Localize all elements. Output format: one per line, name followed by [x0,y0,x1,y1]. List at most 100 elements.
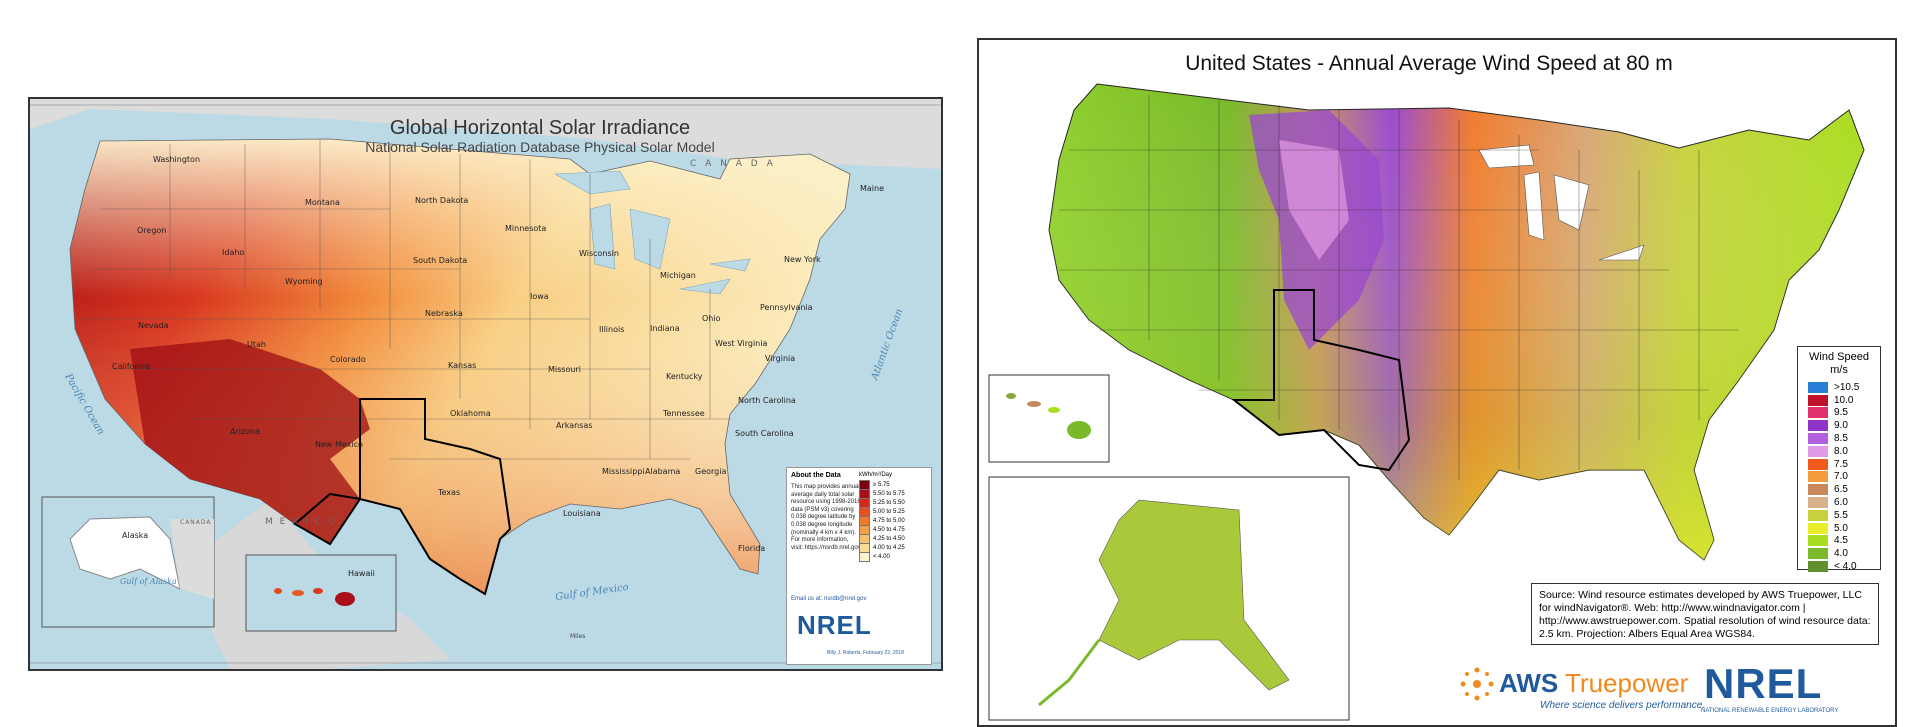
wind-legend-unit: m/s [1830,364,1848,376]
wind-map-title: United States - Annual Average Wind Spee… [1185,52,1673,75]
legend-swatch [1808,407,1828,419]
solar-legend: ≥ 5.75 5.50 to 5.75 5.25 to 5.50 5.00 to 5.… [859,479,929,562]
legend-label: ≥ 5.75 [873,481,890,488]
state-label: Maine [860,184,885,193]
state-label: Michigan [660,271,696,280]
legend-swatch [1808,381,1828,393]
state-label: Louisiana [563,509,601,518]
legend-label: 4.0 [1834,548,1848,560]
about-data-panel: About the Data This map provides annual … [786,467,932,665]
about-text: This map provides annual average daily t… [791,484,861,551]
wind-legend-item: 5.5 [1808,509,1859,522]
state-label: Colorado [330,355,366,364]
legend-swatch [1808,484,1828,496]
source-note: Source: Wind resource estimates develope… [1531,583,1879,645]
legend-label: 9.5 [1834,407,1848,419]
legend-label: 4.00 to 4.25 [873,544,905,551]
legend-label: 5.00 to 5.25 [873,508,905,515]
inset-gulf-alaska-label: Gulf of Alaska [120,577,177,586]
state-label: West Virginia [715,339,768,348]
wind-speed-map: United States - Annual Average Wind Spee… [977,38,1897,727]
state-label: Mississippi [602,467,645,476]
state-label: Utah [247,340,266,349]
wind-map-graphic [988,83,1865,721]
state-label: Idaho [222,248,245,257]
state-label: North Carolina [738,396,796,405]
legend-swatch [859,551,870,562]
legend-swatch [1808,445,1828,457]
state-label: Arizona [230,427,261,436]
state-label: Arkansas [556,421,593,430]
legend-swatch [1808,535,1828,547]
legend-label: 7.5 [1834,458,1848,470]
wind-legend-item: 6.5 [1808,483,1859,496]
wind-legend-item: 8.0 [1808,445,1859,458]
state-label: Nebraska [425,309,463,318]
solar-irradiance-map: Global Horizontal Solar Irradiance Natio… [28,97,943,671]
state-label: Kentucky [666,372,703,381]
state-label: Georgia [695,467,727,476]
legend-label: 7.0 [1834,471,1848,483]
author-credit: Billy J. Roberts, February 22, 2018 [827,650,904,656]
scale-bar-label: Miles [570,633,586,640]
wind-legend: Wind Speed m/s >10.5 10.0 9.5 9.0 8.5 8.0 7.5 7… [1797,346,1881,573]
wind-legend-item: 6.0 [1808,496,1859,509]
wind-legend-item: 4.5 [1808,535,1859,548]
legend-label: 4.5 [1834,535,1848,547]
wind-legend-item: 9.5 [1808,407,1859,420]
state-label: California [112,362,150,371]
state-label: Oregon [137,226,167,235]
state-label: Missouri [548,365,581,374]
state-label: Nevada [138,321,169,330]
state-label: Montana [305,198,340,207]
legend-swatch [1808,497,1828,509]
legend-label: >10.5 [1834,381,1860,393]
wind-legend-item: 7.5 [1808,458,1859,471]
aws-truepower-logo: AWS Truepower [1499,668,1688,699]
state-label: Indiana [650,324,680,333]
state-label: Oklahoma [450,409,491,418]
aws-tagline: Where science delivers performance. [1540,700,1706,711]
state-label: Kansas [448,361,477,370]
wind-legend-item: 8.5 [1808,432,1859,445]
wind-legend-item: 10.0 [1808,394,1859,407]
wind-legend-item: 9.0 [1808,419,1859,432]
wind-legend-item: 7.0 [1808,471,1859,484]
state-label: Tennessee [663,409,705,418]
legend-swatch [1808,548,1828,560]
legend-swatch [1808,420,1828,432]
wind-legend-title-text: Wind Speed [1809,351,1869,363]
wind-legend-item: 5.0 [1808,522,1859,535]
inset-alaska-label: Alaska [122,531,149,540]
legend-label: 4.50 to 4.75 [873,526,905,533]
legend-label: 5.50 to 5.75 [873,490,905,497]
legend-label: 8.5 [1834,433,1848,445]
inset-canada-label: CANADA [180,519,212,526]
legend-label: < 4.00 [873,553,890,560]
legend-swatch [1808,458,1828,470]
state-label: Wisconsin [579,249,619,258]
state-label: New Mexico [315,440,363,449]
wind-legend-item: >10.5 [1808,381,1859,394]
solar-legend-item: < 4.00 [859,551,929,562]
legend-swatch [1808,561,1828,573]
about-heading: About the Data [791,472,841,479]
state-label: Wyoming [285,277,323,286]
solar-map-subtitle: National Solar Radiation Database Physic… [365,139,715,155]
legend-label: 5.0 [1834,522,1848,534]
state-label: Virginia [765,354,796,363]
nrel-subtitle: NATIONAL RENEWABLE ENERGY LABORATORY [1701,708,1839,714]
state-label: South Dakota [413,256,468,265]
legend-label: 5.5 [1834,509,1848,521]
legend-title: kWh/m²/Day [859,472,892,478]
state-label: Pennsylvania [760,303,813,312]
state-label: Minnesota [505,224,547,233]
state-label: Ohio [702,314,721,323]
state-label: Illinois [599,325,625,334]
nrel-logo: NREL [1704,660,1823,707]
aws-logo-b: Truepower [1565,668,1689,698]
legend-label: 6.0 [1834,497,1848,509]
legend-label: 8.0 [1834,445,1848,457]
legend-swatch [1808,433,1828,445]
wind-legend-item: 4.0 [1808,547,1859,560]
